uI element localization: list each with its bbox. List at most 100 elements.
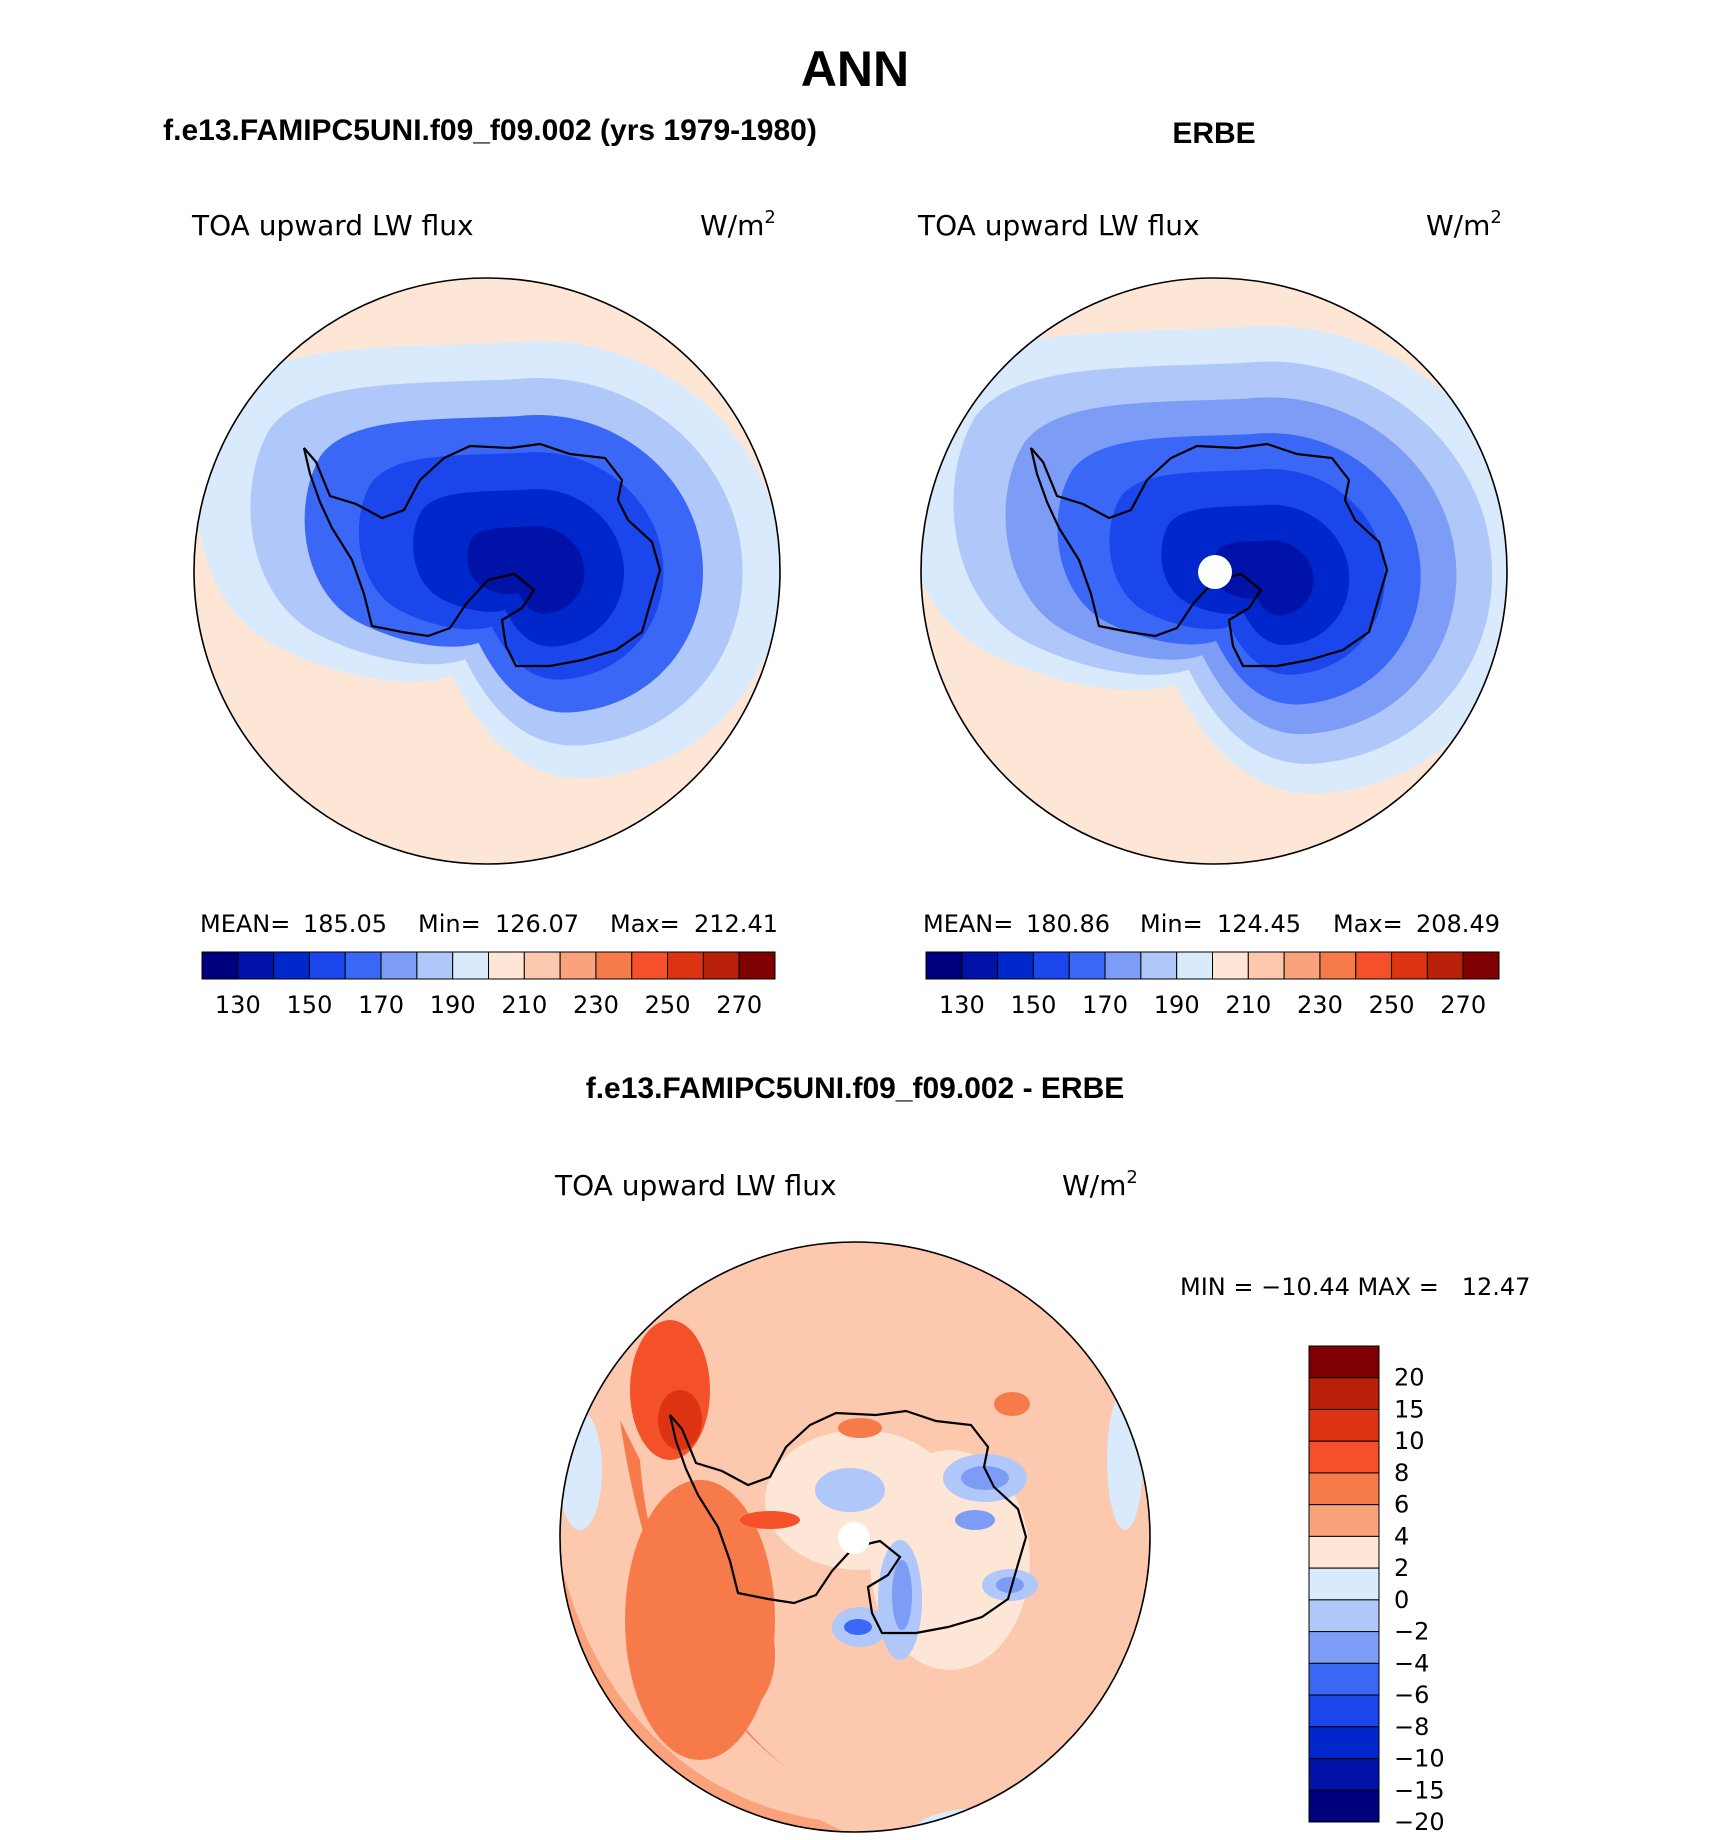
- colorbar-swatch: [595, 951, 633, 980]
- panel-1-heading: f.e13.FAMIPC5UNI.f09_f09.002 (yrs 1979-1…: [163, 114, 817, 147]
- colorbar-swatch: [1308, 1599, 1380, 1633]
- colorbar-tick-label: −8: [1394, 1713, 1429, 1741]
- colorbar-swatch: [308, 951, 346, 980]
- panel-1-stats: MEAN= 185.05 Min= 126.07 Max= 212.41: [200, 910, 778, 938]
- diff-patch: [838, 1418, 882, 1438]
- colorbar-tick-label: 250: [1369, 991, 1415, 1019]
- colorbar-swatch: [1308, 1631, 1380, 1664]
- colorbar-swatch: [1308, 1377, 1380, 1410]
- colorbar-swatch: [1308, 1758, 1380, 1791]
- colorbar-swatch: [452, 951, 489, 980]
- colorbar-tick-label: 210: [1225, 991, 1271, 1019]
- colorbar-tick-label: 130: [215, 991, 261, 1019]
- colorbar-swatch: [201, 951, 239, 980]
- colorbar-swatch: [1176, 951, 1213, 980]
- diff-patch: [815, 1468, 885, 1512]
- map-panel-obs: [920, 277, 1508, 865]
- contour-band: [1213, 540, 1314, 616]
- colorbar-swatch: [1308, 1472, 1380, 1506]
- colorbar-swatch: [344, 951, 382, 980]
- colorbar-tick-label: −20: [1394, 1808, 1445, 1836]
- diff-patch: [844, 1619, 872, 1635]
- colorbar-tick-label: 8: [1394, 1459, 1409, 1487]
- diff-patch: [892, 1560, 912, 1630]
- colorbar-obs: 130 150 170 190 210 230 250 270: [925, 951, 1500, 1019]
- colorbar-swatch: [1355, 951, 1393, 980]
- colorbar-tick-label: −10: [1394, 1745, 1445, 1773]
- colorbar-tick-label: 2: [1394, 1554, 1409, 1582]
- colorbar-swatch: [273, 951, 310, 980]
- colorbar-model: 130 150 170 190 210 230 250 270: [201, 951, 776, 1019]
- map-panel-diff: [559, 1241, 1151, 1833]
- colorbar-swatch: [1308, 1726, 1380, 1760]
- panel-2-mean-label: MEAN=: [923, 910, 1013, 938]
- panel-2-variable-label: TOA upward LW flux: [917, 209, 1200, 242]
- panel-3-variable-label: TOA upward LW flux: [554, 1169, 837, 1202]
- colorbar-swatch: [559, 951, 597, 980]
- colorbar-swatch: [1426, 951, 1464, 980]
- colorbar-tick-label: 270: [1440, 991, 1486, 1019]
- colorbar-tick-label: 190: [1154, 991, 1200, 1019]
- colorbar-swatch: [667, 951, 704, 980]
- panel-2-units: W/m: [1426, 209, 1490, 242]
- colorbar-tick-label: 0: [1394, 1586, 1409, 1614]
- colorbar-tick-label: 150: [1011, 991, 1057, 1019]
- colorbar-swatch: [997, 951, 1034, 980]
- panel-2-stats: MEAN= 180.86 Min= 124.45 Max= 208.49: [923, 910, 1500, 938]
- colorbar-tick-label: 170: [1082, 991, 1128, 1019]
- panel-1-mean-label: MEAN=: [200, 910, 290, 938]
- panel-1-max-label: Max=: [610, 910, 680, 938]
- colorbar-swatch: [416, 951, 454, 980]
- diff-patch: [955, 1510, 995, 1530]
- colorbar-swatch: [631, 951, 669, 980]
- panel-2-min-value: 124.45: [1217, 910, 1301, 938]
- colorbar-swatch: [702, 951, 740, 980]
- colorbar-tick-label: 150: [287, 991, 333, 1019]
- colorbar-tick-label: 15: [1394, 1395, 1425, 1423]
- map-3-boundary: [559, 1241, 1151, 1833]
- diff-patch: [695, 1595, 775, 1715]
- colorbar-swatch: [738, 951, 776, 980]
- panel-1-variable-label: TOA upward LW flux: [191, 209, 474, 242]
- colorbar-swatch: [1308, 1789, 1380, 1823]
- colorbar-tick-label: 130: [939, 991, 985, 1019]
- colorbar-swatch: [1308, 1535, 1380, 1569]
- panel-1-min-label: Min=: [418, 910, 481, 938]
- colorbar-swatch: [1308, 1504, 1380, 1537]
- colorbar-swatch: [1068, 951, 1106, 980]
- panel-1-max-value: 212.41: [694, 910, 778, 938]
- diff-patch: [994, 1392, 1030, 1416]
- contour-band: [467, 526, 585, 614]
- colorbar-swatch: [1212, 951, 1249, 980]
- colorbar-tick-label: 210: [501, 991, 547, 1019]
- panel-2-max-value: 208.49: [1416, 910, 1500, 938]
- colorbar-tick-label: −15: [1394, 1776, 1445, 1804]
- panel-1-units-sup: 2: [764, 207, 775, 228]
- colorbar-swatch: [1308, 1345, 1380, 1379]
- colorbar-swatch: [961, 951, 999, 980]
- colorbar-tick-label: 20: [1394, 1364, 1425, 1392]
- colorbar-swatch: [1308, 1567, 1380, 1601]
- main-title: ANN: [801, 41, 909, 97]
- colorbar-tick-label: 250: [645, 991, 691, 1019]
- colorbar-swatch: [1308, 1694, 1380, 1728]
- colorbar-swatch: [1283, 951, 1321, 980]
- colorbar-swatch: [925, 951, 963, 980]
- colorbar-tick-label: 230: [1297, 991, 1343, 1019]
- diff-patch: [620, 1420, 790, 1770]
- panel-2-max-label: Max=: [1333, 910, 1403, 938]
- colorbar-tick-label: −2: [1394, 1618, 1429, 1646]
- colorbar-swatch: [1308, 1440, 1380, 1474]
- panel-3-units: W/m: [1062, 1169, 1126, 1202]
- colorbar-tick-label: −4: [1394, 1649, 1429, 1677]
- colorbar-tick-label: 170: [358, 991, 404, 1019]
- colorbar-swatch: [380, 951, 418, 980]
- map-1-boundary: [193, 277, 781, 865]
- colorbar-swatch: [1032, 951, 1070, 980]
- panel-2-heading: ERBE: [1172, 117, 1255, 150]
- diff-patch: [740, 1511, 800, 1529]
- panel-3-units-sup: 2: [1126, 1167, 1137, 1188]
- colorbar-swatch: [1308, 1662, 1380, 1696]
